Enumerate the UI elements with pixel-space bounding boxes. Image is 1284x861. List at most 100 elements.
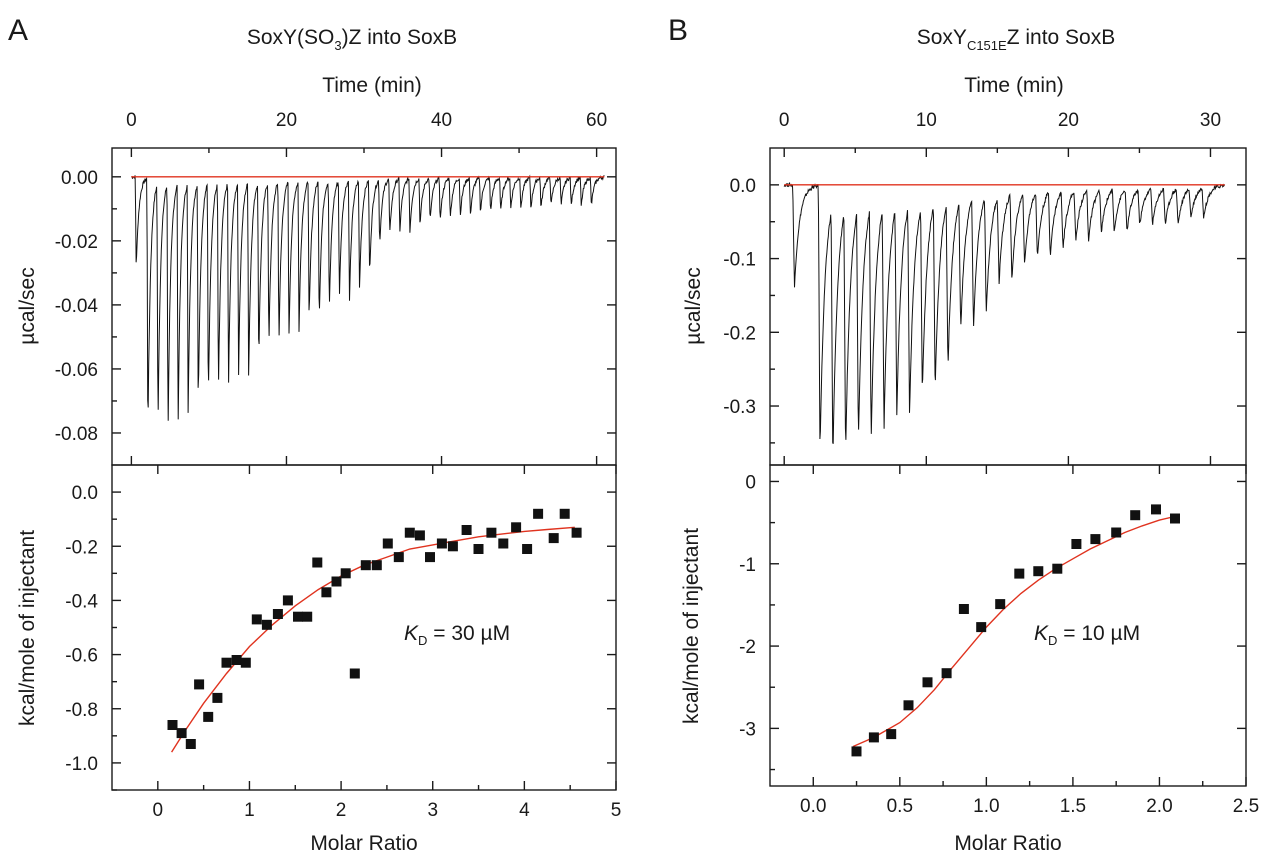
panel-b-points [851, 504, 1180, 757]
data-point [571, 527, 582, 538]
data-point [1033, 566, 1044, 577]
data-point [486, 527, 497, 538]
data-point [167, 720, 178, 730]
data-point [212, 692, 223, 703]
panel-a-points [167, 508, 582, 749]
bottom-xtick-label: 0.5 [887, 796, 913, 817]
top-xtick-label: 10 [916, 110, 937, 131]
bottom-ytick-label: -1 [739, 555, 756, 576]
data-point [1170, 513, 1180, 524]
panel-a-bottom-xticks: 0 1 2 3 4 5 [153, 465, 622, 821]
data-point [995, 599, 1006, 610]
bottom-xtick-label: 1.5 [1060, 796, 1086, 817]
data-point [1071, 539, 1082, 549]
data-point [1052, 563, 1063, 574]
data-point [886, 729, 897, 740]
data-point [331, 576, 342, 587]
panel-b-fit-line [852, 515, 1177, 748]
data-point [340, 568, 351, 579]
data-point [511, 522, 522, 533]
data-point [559, 508, 570, 519]
data-point [1130, 510, 1141, 521]
bottom-ytick-label: -0.4 [65, 591, 98, 612]
top-ytick-label: -0.3 [723, 397, 756, 418]
data-point [522, 544, 533, 554]
data-point [436, 538, 447, 549]
data-point [425, 552, 435, 563]
bottom-ytick-label: -3 [739, 719, 756, 740]
top-ytick-label: -0.02 [55, 232, 98, 253]
bottom-xtick-label: 3 [427, 800, 438, 821]
top-ytick-label: -0.2 [723, 323, 756, 344]
panel-b: B SoxYC151EZ into SoxB Time (min) 0 10 20 3… [668, 14, 1259, 855]
data-point [533, 508, 544, 519]
panel-a-bottom-plot: 0 1 2 3 4 5 0.0 -0.2 -0.4 -0.6 -0.8 -1.0 KD = 30 µ… [16, 464, 622, 855]
data-point [393, 552, 404, 563]
data-point [1151, 504, 1161, 515]
data-point [349, 668, 360, 679]
data-point [221, 657, 232, 668]
bottom-xtick-label: 2.5 [1233, 796, 1259, 817]
data-point [1014, 568, 1025, 579]
bottom-ytick-label: -0.8 [65, 700, 98, 721]
data-point [176, 728, 187, 739]
panel-a-kd-annotation: KD = 30 µM [404, 622, 510, 648]
data-point [194, 679, 205, 690]
panel-b-bottom-yticks: 0 -1 -2 -3 [739, 472, 1246, 771]
bottom-ytick-label: -0.2 [65, 537, 98, 558]
panel-b-top-ylabel: µcal/sec [682, 267, 705, 344]
panel-a: A SoxY(SO3)Z into SoxB Time (min) 0 20 40 6… [8, 14, 621, 855]
panel-a-raw-trace [131, 174, 605, 421]
top-xtick-label: 30 [1200, 110, 1221, 131]
bottom-xtick-label: 0.0 [800, 796, 826, 817]
bottom-xtick-label: 5 [611, 800, 622, 821]
bottom-ytick-label: 0 [745, 472, 756, 493]
panel-a-bottom-yticks: 0.0 -0.2 -0.4 -0.6 -0.8 -1.0 [65, 483, 616, 791]
data-point [548, 533, 559, 544]
data-point [922, 677, 933, 688]
top-xtick-label: 40 [431, 110, 452, 131]
panel-b-kd-annotation: KD = 10 µM [1034, 622, 1140, 648]
panel-b-bottom-xticks: 0.0 0.5 1.0 1.5 2.0 2.5 [800, 465, 1259, 817]
top-xtick-label: 0 [779, 110, 790, 131]
top-ytick-label: -0.1 [723, 250, 756, 271]
data-point [958, 604, 969, 614]
panel-b-bottom-frame [769, 464, 1247, 787]
panel-b-bottom-plot: 0.0 0.5 1.0 1.5 2.0 2.5 0 -1 -2 -3 KD = 10 µM kc… [680, 464, 1259, 855]
data-point [231, 655, 242, 665]
panel-a-top-yticks: 0.00 -0.02 -0.04 -0.06 -0.08 [55, 168, 616, 445]
data-point [185, 739, 196, 749]
data-point [360, 560, 371, 571]
bottom-xtick-label: 2 [336, 800, 347, 821]
data-point [371, 560, 382, 571]
top-ytick-label: -0.04 [55, 296, 99, 317]
data-point [312, 557, 323, 568]
data-point [251, 614, 262, 625]
bottom-ytick-label: -2 [739, 637, 756, 658]
data-point [321, 587, 332, 598]
panel-a-time-axis-label: Time (min) [322, 74, 422, 97]
bottom-ytick-label: -0.6 [65, 646, 98, 667]
top-ytick-label: 0.0 [730, 176, 756, 197]
bottom-xtick-label: 1.0 [973, 796, 999, 817]
panel-a-bottom-ylabel: kcal/mole of injectant [16, 530, 39, 726]
panel-a-bottom-xlabel: Molar Ratio [310, 832, 417, 855]
bottom-xtick-label: 4 [519, 800, 530, 821]
data-point [903, 700, 914, 711]
top-xtick-label: 60 [586, 110, 607, 131]
bottom-xtick-label: 2.0 [1146, 796, 1172, 817]
panel-a-letter: A [8, 14, 28, 47]
data-point [272, 609, 283, 619]
panel-b-top-frame [769, 147, 1247, 466]
panel-b-top-xticks: 0 10 20 30 [779, 110, 1221, 465]
panel-b-time-axis-label: Time (min) [964, 74, 1064, 97]
top-xtick-label: 20 [276, 110, 297, 131]
data-point [941, 668, 952, 679]
data-point [868, 732, 879, 743]
panel-b-bottom-ylabel: kcal/mole of injectant [680, 528, 703, 724]
panel-a-top-xticks: 0 20 40 60 [126, 110, 607, 465]
data-point [498, 538, 509, 549]
panel-b-top-yticks: 0.0 -0.1 -0.2 -0.3 [723, 176, 1246, 444]
bottom-ytick-label: 0.0 [72, 483, 98, 504]
